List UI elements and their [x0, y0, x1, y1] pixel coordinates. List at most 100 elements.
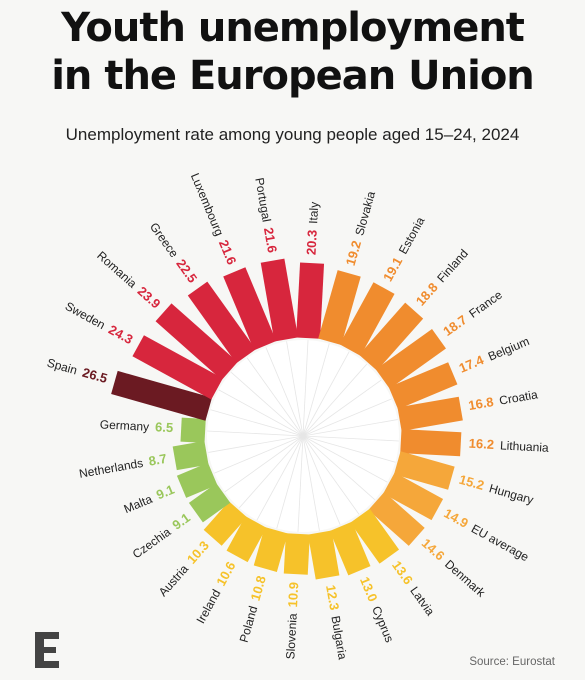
bar-label-austria: Austria10.3: [155, 538, 212, 599]
bar-label-greece: Greece22.5: [147, 220, 200, 286]
center-spoke: [302, 340, 309, 437]
center-spoke: [218, 389, 304, 437]
bar-label-belgium: 17.4Belgium: [457, 333, 532, 376]
center-spoke: [302, 435, 360, 515]
value-label: 23.9: [134, 284, 163, 312]
bar-label-latvia: 13.6Latvia: [389, 558, 438, 619]
bar-label-germany: Germany 6.5: [99, 417, 173, 436]
bar-slovakia: [318, 270, 361, 346]
chart-center: [207, 340, 399, 532]
bar-lithuania: [400, 429, 462, 457]
center-spoke: [230, 371, 304, 437]
bar-hungary: [393, 451, 455, 490]
country-label: EU average: [469, 522, 532, 565]
country-label: Austria: [156, 562, 191, 599]
bar-eu-average: [383, 472, 444, 521]
economist-e-logo-icon: [32, 630, 62, 670]
country-label: Romania: [94, 248, 139, 291]
center-spoke: [265, 347, 304, 437]
center-spoke: [302, 435, 388, 483]
center-spoke: [302, 363, 368, 437]
bar-czechia: [188, 483, 231, 523]
bar-label-eu-average: 14.9EU average: [441, 506, 532, 565]
value-label: 10.3: [184, 538, 212, 567]
bar-label-romania: Romania23.9: [94, 248, 163, 312]
bar-label-sweden: Sweden24.3: [63, 298, 136, 347]
value-label: 13.0: [357, 575, 381, 604]
value-label: 8.7: [148, 451, 168, 469]
center-spoke: [238, 435, 304, 509]
bar-label-croatia: 16.8 Croatia: [467, 387, 539, 414]
center-spoke: [224, 435, 304, 493]
value-label: 16.8: [467, 394, 495, 413]
bar-latvia: [350, 508, 400, 564]
bar-bulgaria: [307, 530, 340, 580]
country-label: Germany: [99, 418, 149, 435]
value-label: 21.6: [215, 238, 239, 267]
country-label: Slovakia: [352, 189, 378, 237]
bar-slovenia: [283, 533, 310, 575]
center-spoke: [302, 435, 396, 463]
country-label: Hungary: [488, 481, 535, 507]
value-label: 21.6: [260, 226, 279, 254]
bar-romania: [155, 303, 238, 380]
value-label: 16.2: [468, 436, 494, 452]
bar-luxembourg: [223, 267, 277, 351]
value-label: 14.6: [418, 536, 447, 564]
bar-netherlands: [172, 440, 209, 471]
center-spoke: [302, 379, 382, 437]
bar-label-slovenia: Slovenia 10.9: [283, 582, 302, 660]
bar-label-hungary: 15.2 Hungary: [457, 472, 535, 507]
value-label: 22.5: [173, 256, 200, 285]
chart-subtitle: Unemployment rate among young people age…: [65, 125, 520, 144]
center-spoke: [246, 357, 304, 437]
country-label: Belgium: [486, 334, 531, 364]
bar-ireland: [226, 516, 267, 563]
country-label: Czechia: [130, 525, 174, 562]
country-label: Estonia: [396, 214, 428, 256]
country-label: Greece: [147, 220, 181, 260]
title-line-2: in the European Union: [51, 53, 535, 99]
bar-cyprus: [329, 521, 371, 576]
center-spoke: [256, 435, 304, 521]
value-label: 10.6: [214, 559, 239, 588]
center-spoke: [302, 435, 376, 501]
country-label: France: [466, 288, 505, 321]
value-label: 6.5: [155, 420, 174, 436]
bar-spain: [111, 370, 213, 421]
value-label: 10.8: [248, 574, 269, 602]
bar-label-cyprus: 13.0Cyprus: [357, 575, 398, 645]
center-spoke: [208, 435, 304, 453]
value-label: 12.3: [323, 584, 342, 612]
bar-label-poland: Poland10.8: [236, 574, 269, 644]
value-label: 13.6: [389, 558, 416, 587]
bar-austria: [203, 501, 247, 546]
center-spoke: [302, 435, 320, 531]
bar-label-lithuania: 16.2 Lithuania: [468, 436, 549, 455]
value-label: 20.3: [304, 229, 320, 255]
country-label: Luxembourg: [188, 171, 227, 238]
center-spoke: [286, 341, 304, 437]
bar-label-estonia: 19.1Estonia: [380, 214, 428, 284]
center-spoke: [302, 435, 399, 442]
country-label: Lithuania: [500, 439, 550, 456]
country-label: Italy: [306, 201, 321, 224]
bar-label-portugal: Portugal 21.6: [252, 176, 280, 253]
source-note: Source: Eurostat: [469, 656, 555, 668]
bar-label-italy: 20.3 Italy: [304, 201, 322, 255]
value-label: 10.9: [285, 582, 301, 608]
bar-belgium: [388, 362, 458, 410]
center-spoke: [214, 435, 304, 474]
bar-label-ireland: Ireland10.6: [193, 559, 239, 626]
bar-label-czechia: Czechia9.1: [130, 510, 194, 561]
bar-poland: [253, 526, 288, 572]
bar-estonia: [339, 282, 395, 356]
title-line-1: Youth unemployment: [61, 5, 525, 51]
country-label: Finland: [434, 247, 471, 286]
country-label: Spain: [45, 356, 78, 378]
bar-italy: [296, 262, 325, 339]
value-label: 17.4: [457, 352, 487, 376]
bar-france: [375, 328, 446, 389]
value-label: 26.5: [81, 365, 109, 386]
